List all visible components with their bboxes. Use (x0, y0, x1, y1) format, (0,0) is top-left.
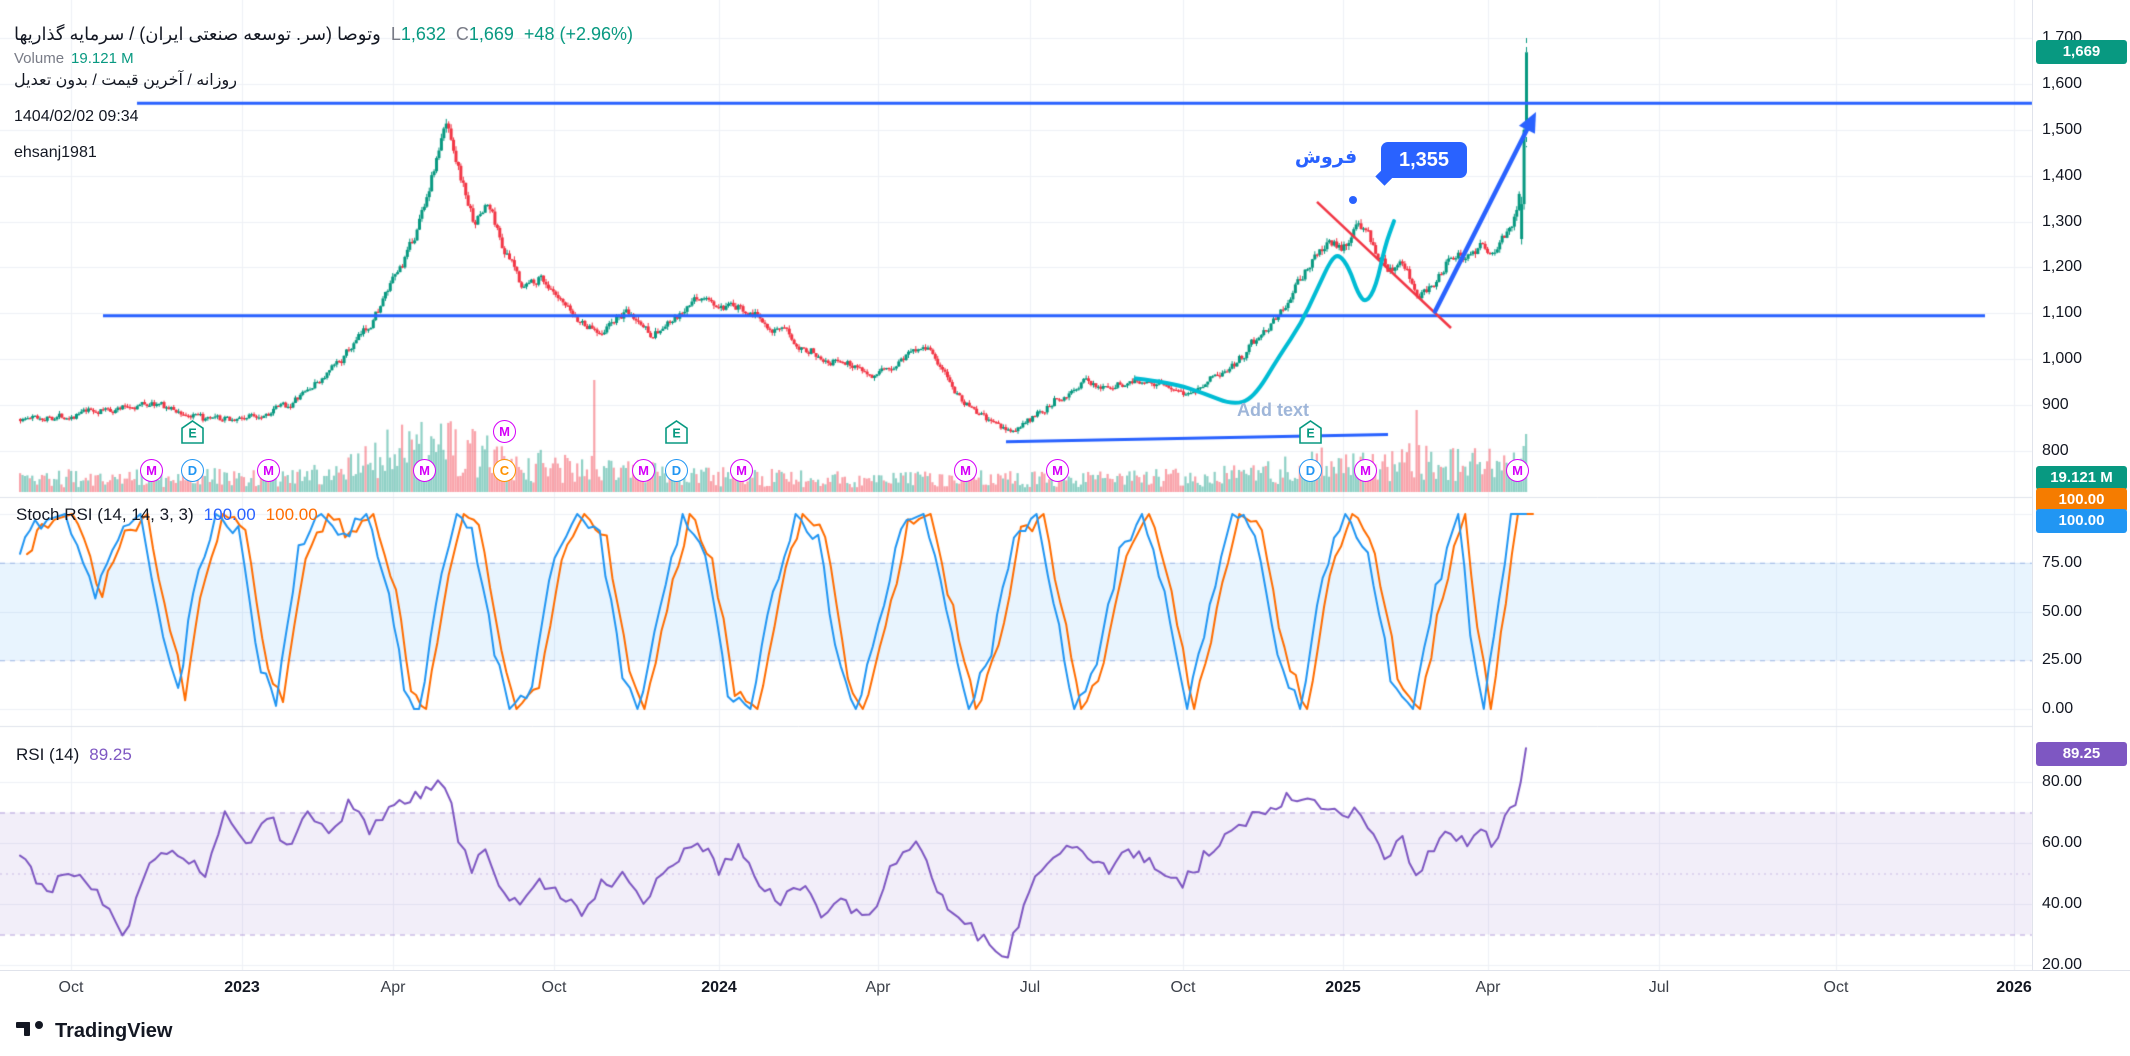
add-text-placeholder[interactable]: Add text (1237, 400, 1309, 420)
last-price-badge: 1,669 (2036, 40, 2127, 65)
change-value: +48 (+2.96%) (523, 24, 633, 44)
close-prefix: C (455, 24, 469, 44)
stoch-k-value: 100.00 (203, 505, 256, 524)
svg-text:E: E (188, 426, 196, 440)
time-axis-label: Apr (380, 979, 406, 996)
tradingview-logo-text[interactable]: TradingView (55, 1020, 173, 1042)
time-axis-label: Jul (1019, 979, 1041, 996)
price-scale-tick: 1,200 (2042, 258, 2083, 276)
event-marker-E[interactable]: E (181, 419, 204, 444)
time-axis-label: Oct (541, 979, 567, 996)
stoch-d-value: 100.00 (265, 505, 318, 524)
rsi-title[interactable]: RSI (14) (16, 745, 80, 764)
price-scale-tick: 1,300 (2042, 212, 2083, 230)
callout-anchor-dot (1349, 196, 1357, 204)
price-scale-tick: 1,000 (2042, 350, 2083, 368)
event-marker-M[interactable]: M (632, 459, 655, 482)
event-marker-E[interactable]: E (665, 419, 688, 444)
time-axis-label: Apr (1475, 979, 1501, 996)
price-scale-tick: 1,400 (2042, 166, 2083, 184)
price-scale[interactable]: 1,700 1,600 1,500 1,400 1,300 1,200 1,100 1,000… (2032, 0, 2130, 973)
price-scale-tick: 800 (2042, 442, 2069, 459)
event-marker-C[interactable]: C (493, 459, 516, 482)
stoch-rsi-legend[interactable]: Stoch RSI (14, 14, 3, 3) 100.00 100.00 (16, 505, 318, 525)
event-marker-M[interactable]: M (140, 459, 163, 482)
price-callout[interactable]: 1,355 (1381, 142, 1467, 178)
time-axis-label: 2026 (1996, 979, 2032, 996)
event-marker-E[interactable]: E (1299, 419, 1322, 444)
price-scale-tick: 75.00 (2042, 553, 2083, 571)
svg-text:E: E (1306, 426, 1314, 440)
low-prefix: L (390, 24, 401, 44)
time-axis-label: Apr (865, 979, 891, 996)
event-marker-M[interactable]: M (257, 459, 280, 482)
event-marker-M[interactable]: M (1506, 459, 1529, 482)
event-marker-M[interactable]: M (1354, 459, 1377, 482)
price-scale-tick: 20.00 (2042, 956, 2083, 973)
time-axis-label: 2024 (701, 979, 737, 996)
volume-badge: 19.121 M (2036, 466, 2127, 490)
time-axis-label: Oct (1823, 979, 1849, 996)
price-scale-tick: 40.00 (2042, 895, 2083, 912)
rsi-badge: 89.25 (2036, 741, 2127, 766)
price-scale-tick: 60.00 (2042, 834, 2083, 851)
event-marker-M[interactable]: M (493, 420, 516, 443)
svg-text:E: E (672, 426, 680, 440)
price-scale-tick: 0.00 (2042, 700, 2074, 717)
symbol-title[interactable]: وتوصا (سر. توسعه صنعتی ایران) / سرمایه گ… (14, 24, 381, 44)
price-scale-tick: 25.00 (2042, 651, 2083, 669)
stoch-rsi-title[interactable]: Stoch RSI (14, 14, 3, 3) (16, 505, 194, 524)
low-value: 1,632 (400, 24, 446, 44)
stoch-k-badge: 100.00 (2036, 509, 2127, 533)
close-value: 1,669 (468, 24, 514, 44)
volume-value: 19.121 M (71, 50, 134, 67)
rsi-legend[interactable]: RSI (14) 89.25 (16, 745, 132, 765)
event-marker-D[interactable]: D (1299, 459, 1322, 482)
time-axis-label: Oct (1170, 979, 1196, 996)
event-marker-D[interactable]: D (665, 459, 688, 482)
price-callout-value: 1,355 (1398, 148, 1450, 171)
event-marker-M[interactable]: M (413, 459, 436, 482)
price-scale-tick: 50.00 (2042, 602, 2083, 620)
chart-subtitle: روزانه / آخرین قیمت / بدون تعدیل (14, 72, 237, 89)
event-marker-M[interactable]: M (1046, 459, 1069, 482)
price-scale-tick: 1,500 (2042, 120, 2083, 138)
username-label: ehsanj1981 (14, 144, 97, 161)
time-axis-label: 2025 (1325, 979, 1361, 996)
event-marker-M[interactable]: M (730, 459, 753, 482)
datetime-label: 1404/02/02 09:34 (14, 108, 139, 125)
price-scale-tick: 1,600 (2042, 74, 2083, 92)
footer: TradingView (16, 1016, 172, 1047)
time-axis-label: 2023 (224, 979, 260, 996)
time-axis-label: Jul (1648, 979, 1670, 996)
time-axis-label: Oct (58, 979, 84, 996)
rsi-value: 89.25 (89, 745, 132, 764)
stoch-d-badge: 100.00 (2036, 488, 2127, 512)
price-scale-tick: 80.00 (2042, 773, 2083, 790)
price-scale-tick: 1,100 (2042, 304, 2083, 322)
sell-annotation-text[interactable]: فروش (1294, 147, 1358, 168)
main-legend: وتوصا (سر. توسعه صنعتی ایران) / سرمایه گ… (14, 24, 633, 45)
time-axis[interactable]: Oct 2023 Apr Oct 2024 Apr Jul Oct 2025 Apr Jul Oct 2… (0, 970, 2130, 1011)
tradingview-logo-icon[interactable] (16, 1016, 46, 1047)
volume-legend[interactable]: Volume 19.121 M (14, 50, 134, 67)
price-scale-tick: 900 (2042, 396, 2069, 414)
event-marker-M[interactable]: M (954, 459, 977, 482)
volume-label: Volume (14, 50, 65, 67)
event-marker-D[interactable]: D (181, 459, 204, 482)
